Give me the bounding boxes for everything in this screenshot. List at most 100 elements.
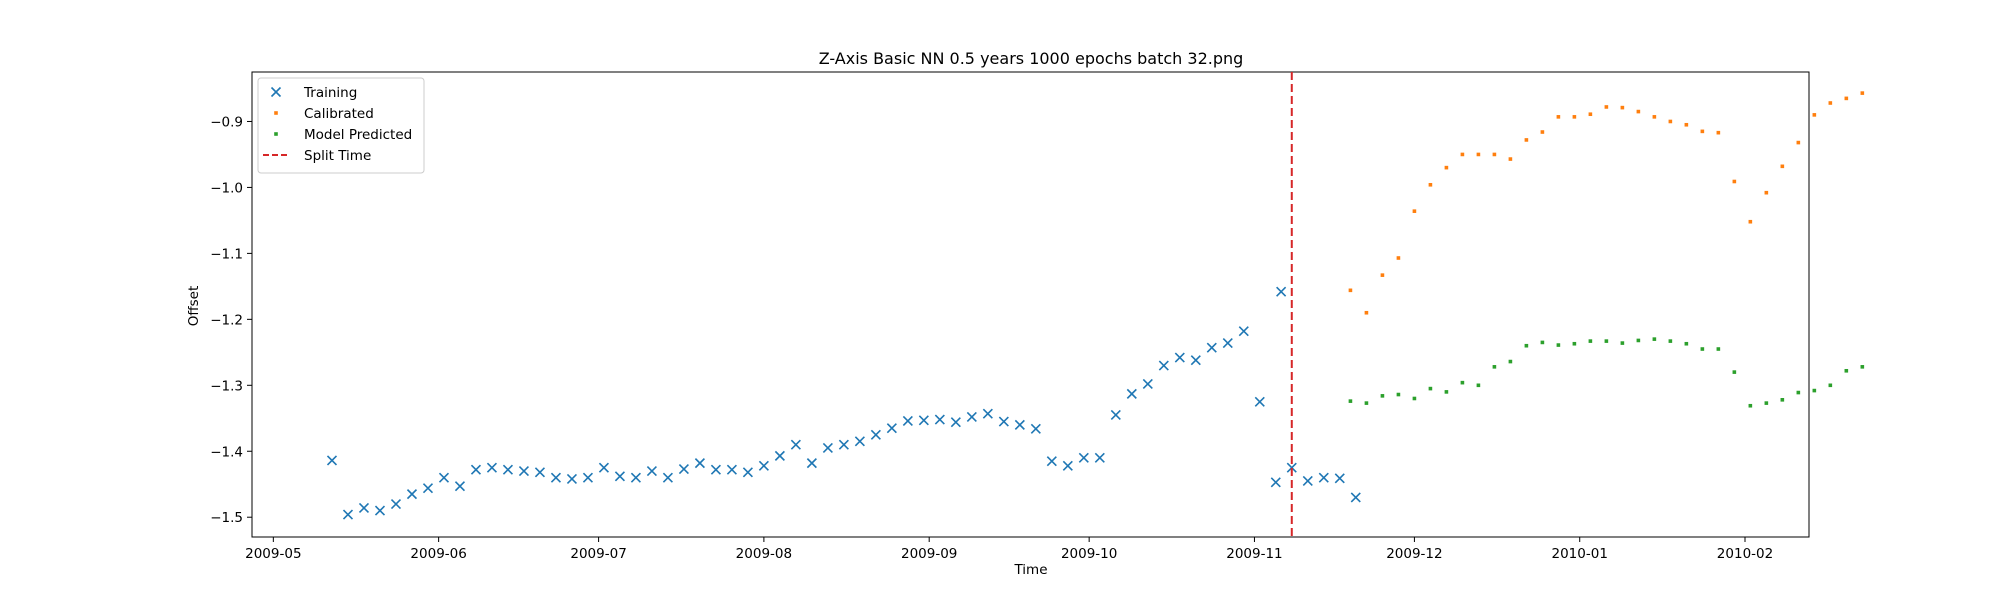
calibrated-point bbox=[1764, 190, 1769, 195]
calibrated-point bbox=[1540, 130, 1545, 134]
calibrated-point bbox=[1364, 310, 1369, 315]
calibrated-point bbox=[1460, 152, 1465, 157]
axes-frame bbox=[251, 71, 1810, 538]
model-predicted-point bbox=[1444, 390, 1449, 394]
legend-label: Calibrated bbox=[304, 106, 374, 122]
x-axis-label: Time bbox=[1013, 562, 1047, 578]
calibrated-point bbox=[1508, 157, 1513, 161]
model-predicted-point bbox=[1396, 392, 1401, 397]
training-point bbox=[1014, 419, 1025, 430]
calibrated-point bbox=[1796, 140, 1801, 145]
model-predicted-point bbox=[1620, 341, 1625, 345]
x-tick-label: 2009-08 bbox=[736, 546, 792, 562]
model-predicted-point bbox=[1540, 340, 1545, 345]
training-point bbox=[1318, 472, 1329, 483]
training-point bbox=[630, 472, 641, 483]
model-predicted-point bbox=[1348, 399, 1353, 403]
calibrated-point bbox=[1380, 273, 1385, 277]
training-point bbox=[470, 464, 482, 475]
calibrated-point bbox=[1620, 105, 1625, 110]
training-point bbox=[1126, 388, 1137, 399]
model-predicted-point bbox=[1700, 347, 1705, 351]
model-predicted-point bbox=[1380, 394, 1385, 398]
training-point bbox=[870, 429, 881, 440]
training-point bbox=[998, 416, 1009, 427]
model-predicted-point bbox=[1780, 398, 1785, 402]
y-tick-label: −1.5 bbox=[210, 510, 243, 526]
training-point bbox=[774, 450, 785, 461]
model-predicted-point bbox=[1748, 403, 1753, 408]
calibrated-point bbox=[1700, 129, 1705, 134]
training-point bbox=[790, 439, 801, 450]
training-point bbox=[1254, 396, 1265, 407]
calibrated-point bbox=[1860, 91, 1865, 95]
x-tick-label: 2010-02 bbox=[1717, 546, 1773, 562]
training-point bbox=[1190, 355, 1201, 366]
training-point bbox=[694, 458, 705, 469]
training-point bbox=[1062, 460, 1073, 471]
training-point bbox=[982, 408, 993, 419]
model-predicted-point bbox=[1844, 368, 1849, 373]
training-point bbox=[598, 462, 609, 473]
model-predicted-point bbox=[1364, 401, 1369, 405]
legend-label: Training bbox=[303, 85, 357, 101]
model-predicted-point bbox=[1508, 359, 1513, 364]
training-point bbox=[358, 502, 370, 514]
legend-label: Model Predicted bbox=[304, 127, 412, 143]
training-point bbox=[614, 471, 625, 482]
calibrated-point bbox=[1556, 115, 1561, 119]
training-point bbox=[1142, 378, 1153, 390]
training-point bbox=[326, 455, 338, 466]
training-point bbox=[1270, 477, 1281, 488]
plot-area: 2009-05 2009-06 2009-07 2009-08 2009-09 2009-… bbox=[210, 71, 1865, 562]
model-predicted-point bbox=[1524, 343, 1529, 348]
training-point bbox=[422, 483, 434, 494]
model-predicted-point bbox=[1812, 388, 1817, 393]
legend-label: Split Time bbox=[304, 148, 371, 164]
model-predicted-point bbox=[1716, 347, 1721, 351]
training-point bbox=[1110, 409, 1121, 421]
model-predicted-point bbox=[1604, 339, 1609, 343]
training-point bbox=[502, 464, 514, 475]
calibrated-point bbox=[1716, 130, 1721, 135]
model-predicted-point bbox=[1764, 401, 1769, 405]
training-point bbox=[1174, 352, 1185, 363]
training-point bbox=[1078, 452, 1089, 463]
training-point bbox=[886, 423, 897, 434]
chart-title: Z-Axis Basic NN 0.5 years 1000 epochs ba… bbox=[819, 49, 1244, 68]
training-point bbox=[438, 472, 450, 483]
calibrated-point bbox=[1636, 109, 1641, 114]
training-point bbox=[534, 467, 546, 478]
training-point bbox=[742, 467, 753, 478]
calibrated-point bbox=[1732, 179, 1737, 184]
calibrated-point bbox=[1812, 113, 1817, 117]
training-point bbox=[550, 472, 562, 483]
calibrated-point bbox=[1492, 152, 1497, 157]
training-point bbox=[902, 415, 913, 426]
calibrated-point bbox=[1588, 112, 1593, 117]
y-tick-label: −1.2 bbox=[210, 312, 243, 328]
model-predicted-point bbox=[1428, 386, 1433, 391]
training-point bbox=[1276, 286, 1287, 297]
x-tick-label: 2009-10 bbox=[1061, 546, 1117, 562]
calibrated-point bbox=[1348, 288, 1353, 293]
x-tick-label: 2009-06 bbox=[410, 546, 466, 562]
model-predicted-point bbox=[1636, 338, 1641, 343]
calibrated-point bbox=[1668, 119, 1673, 124]
training-point bbox=[822, 442, 833, 454]
training-point bbox=[390, 498, 402, 510]
training-point bbox=[806, 458, 817, 469]
legend-box bbox=[257, 77, 425, 174]
training-point bbox=[678, 463, 689, 475]
calibrated-point bbox=[1844, 96, 1849, 101]
y-tick-label: −0.9 bbox=[210, 114, 243, 130]
training-point bbox=[486, 462, 498, 473]
model-predicted-point bbox=[1572, 341, 1577, 346]
x-tick-label: 2009-09 bbox=[901, 546, 957, 562]
legend-model-predicted-icon bbox=[274, 132, 278, 136]
training-point bbox=[1350, 492, 1361, 503]
y-tick-label: −1.4 bbox=[210, 444, 243, 460]
training-point bbox=[950, 417, 961, 428]
model-predicted-point bbox=[1860, 365, 1865, 369]
training-point bbox=[758, 460, 769, 471]
